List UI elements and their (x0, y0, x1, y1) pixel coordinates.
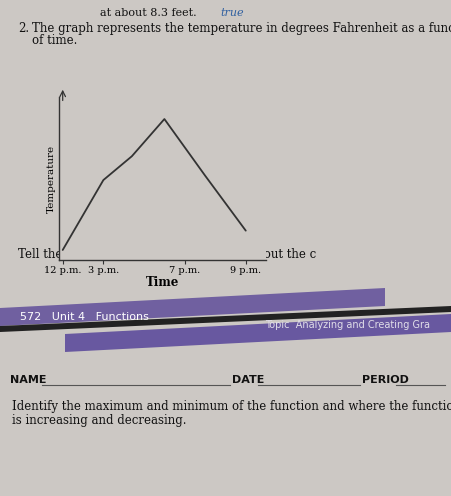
Polygon shape (0, 306, 451, 332)
Text: true: true (220, 8, 244, 18)
Polygon shape (65, 314, 451, 352)
Text: DATE: DATE (232, 375, 264, 385)
Text: Topic  Analyzing and Creating Gra: Topic Analyzing and Creating Gra (265, 320, 430, 330)
Text: Identify the maximum and minimum of the function and where the function: Identify the maximum and minimum of the … (12, 400, 451, 413)
Text: PERIOD: PERIOD (362, 375, 409, 385)
Text: NAME: NAME (10, 375, 46, 385)
Text: at about 8.3 feet.: at about 8.3 feet. (100, 8, 197, 18)
Polygon shape (0, 288, 385, 326)
Text: is increasing and decreasing.: is increasing and decreasing. (12, 414, 187, 427)
Text: 572   Unit 4   Functions: 572 Unit 4 Functions (20, 312, 149, 322)
Text: The graph represents the temperature in degrees Fahrenheit as a function: The graph represents the temperature in … (32, 22, 451, 35)
Text: 2.: 2. (18, 22, 29, 35)
Y-axis label: Temperature: Temperature (47, 144, 56, 213)
Text: Tell the story of the temperature throughout the c: Tell the story of the temperature throug… (18, 248, 316, 261)
Text: of time.: of time. (32, 34, 78, 47)
X-axis label: Time: Time (146, 276, 179, 289)
